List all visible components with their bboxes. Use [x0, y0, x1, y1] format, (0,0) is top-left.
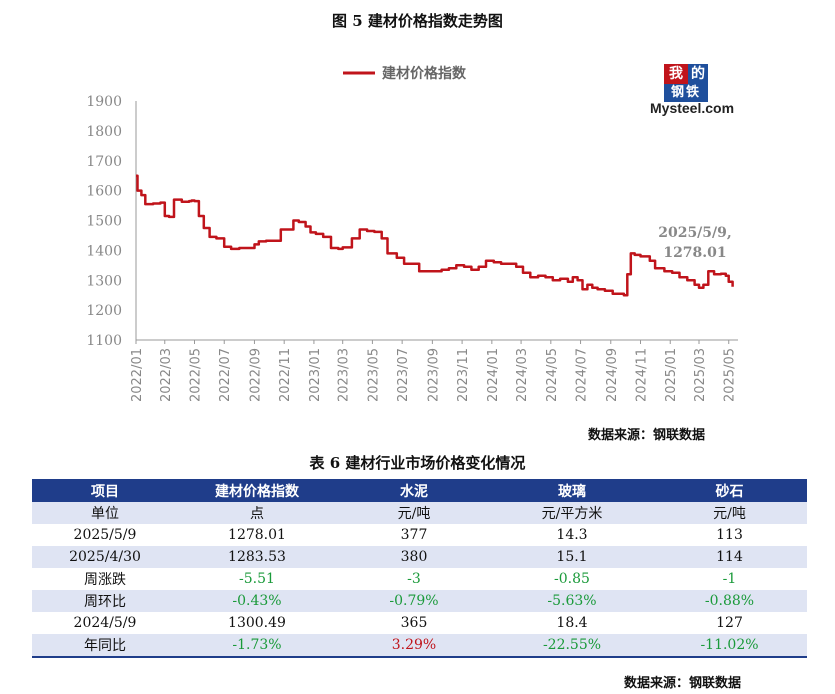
x-tick-label: 2023/07: [396, 348, 411, 402]
table-cell: 365: [400, 615, 428, 631]
logo-url: Mysteel.com: [650, 100, 735, 116]
header-glass: 玻璃: [492, 479, 652, 502]
table-row: 2024/5/9 1300.49 365 18.4 127: [32, 612, 807, 634]
row-label: 周涨跌: [84, 572, 126, 588]
legend-label: 建材价格指数: [382, 65, 467, 82]
row-label: 单位: [32, 502, 178, 524]
x-tick-label: 2022/01: [130, 348, 145, 402]
y-tick-label: 1600: [86, 184, 122, 200]
x-tick-label: 2024/05: [545, 348, 560, 402]
row-label: 年同比: [32, 634, 178, 658]
x-tick-label: 2023/11: [456, 348, 471, 402]
table-cell: 114: [652, 546, 807, 568]
table-row: 周涨跌 -5.51 -3 -0.85 -1: [32, 568, 807, 590]
x-tick-label: 2022/07: [218, 348, 233, 402]
annotation-date: 2025/5/9,: [658, 225, 732, 241]
table-cell: -0.79%: [336, 590, 492, 612]
price-table: 项目 建材价格指数 水泥 玻璃 砂石 单位点元/吨 元/平方米 元/吨 2025/5/…: [32, 479, 807, 658]
header-index: 建材价格指数: [178, 479, 336, 502]
table-cell: -3: [407, 571, 421, 587]
x-tick-label: 2023/05: [366, 348, 381, 402]
y-tick-label: 1200: [86, 303, 122, 319]
table-cell: -5.51: [239, 571, 275, 587]
x-tick-label: 2024/11: [635, 348, 650, 402]
table-cell: -0.43%: [178, 590, 336, 612]
y-tick-label: 1500: [86, 214, 122, 230]
table-cell: 113: [716, 527, 743, 543]
table-cell: 元/吨: [652, 502, 807, 524]
table-cell: -0.85: [554, 571, 590, 587]
table-row: 单位点元/吨 元/平方米 元/吨: [32, 502, 807, 524]
mysteel-logo: 我 的 钢铁 Mysteel.com: [650, 64, 740, 120]
table-source: 数据来源：钢联数据: [624, 676, 742, 691]
header-cement: 水泥: [336, 479, 492, 502]
table-row: 2025/5/9 1278.01 377 14.3 113: [32, 524, 807, 546]
table-cell: -1.73%: [178, 634, 336, 658]
x-tick-label: 2022/09: [248, 348, 263, 402]
x-tick-label: 2025/01: [664, 348, 679, 402]
logo-char-3: 钢铁: [664, 84, 708, 102]
table-cell: 3.29%: [336, 634, 492, 658]
table-title: 表 6 建材行业市场价格变化情况: [309, 454, 526, 472]
header-item: 项目: [32, 479, 178, 502]
y-tick-label: 1900: [86, 94, 122, 110]
table-cell: -0.88%: [652, 590, 807, 612]
table-cell: 377: [400, 527, 428, 543]
table-cell: 元/吨: [336, 502, 492, 524]
row-label: 2025/5/9: [73, 527, 137, 543]
x-tick-label: 2025/03: [693, 348, 708, 402]
x-tick-label: 2024/03: [515, 348, 530, 402]
x-tick-label: 2025/05: [723, 348, 738, 402]
line-chart: 1100 1200 1300 1400 1500 1600 1700 1800 1900 2022…: [86, 65, 738, 402]
table-cell: 15.1: [492, 546, 652, 568]
x-tick-label: 2022/11: [278, 348, 293, 402]
x-tick-label: 2022/03: [159, 348, 174, 402]
table-cell: -22.55%: [492, 634, 652, 658]
x-tick-label: 2022/05: [188, 348, 203, 402]
y-tick-label: 1100: [86, 333, 122, 349]
table-cell: 380: [336, 546, 492, 568]
x-tick-label: 2024/07: [575, 348, 590, 402]
logo-char-1: 我: [664, 64, 688, 84]
table-cell: 14.3: [556, 527, 588, 543]
y-tick-label: 1800: [86, 124, 122, 140]
x-tick-label: 2023/09: [426, 348, 441, 402]
table-cell: 点: [178, 502, 336, 524]
logo-char-2: 的: [688, 64, 708, 84]
table-cell: 127: [716, 615, 743, 631]
figure-title: 图 5 建材价格指数走势图: [332, 12, 503, 30]
table-row: 2025/4/30 1283.53 380 15.1 114: [32, 546, 807, 568]
table-cell: -11.02%: [652, 634, 807, 658]
series-line: [136, 174, 734, 297]
y-tick-label: 1400: [86, 243, 122, 259]
table-cell: 1278.01: [228, 527, 286, 543]
table-cell: 元/平方米: [492, 502, 652, 524]
table-row: 年同比 -1.73% 3.29% -22.55% -11.02%: [32, 634, 807, 658]
table-cell: -5.63%: [492, 590, 652, 612]
x-tick-label: 2024/09: [605, 348, 620, 402]
table-row: 周环比 -0.43% -0.79% -5.63% -0.88%: [32, 590, 807, 612]
table-cell: 18.4: [556, 615, 588, 631]
chart-source: 数据来源：钢联数据: [588, 428, 706, 443]
table-cell: -1: [722, 571, 737, 587]
y-tick-label: 1300: [86, 273, 122, 289]
header-sand: 砂石: [652, 479, 807, 502]
x-tick-label: 2023/03: [337, 348, 352, 402]
row-label: 2024/5/9: [73, 615, 137, 631]
table-cell: 1300.49: [228, 615, 286, 631]
table-cell: 1283.53: [178, 546, 336, 568]
y-tick-label: 1700: [86, 154, 122, 170]
table-header-row: 项目 建材价格指数 水泥 玻璃 砂石: [32, 479, 807, 502]
row-label: 2025/4/30: [32, 546, 178, 568]
x-tick-label: 2024/01: [486, 348, 501, 402]
row-label: 周环比: [32, 590, 178, 612]
x-tick-label: 2023/01: [308, 348, 323, 402]
annotation-value: 1278.01: [663, 245, 726, 261]
